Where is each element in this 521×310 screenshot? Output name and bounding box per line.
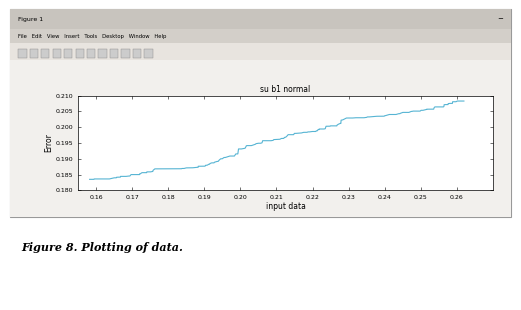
Bar — [98, 49, 107, 58]
Bar — [87, 49, 95, 58]
Bar — [30, 49, 38, 58]
Text: File   Edit   View   Insert   Tools   Desktop   Window   Help: File Edit View Insert Tools Desktop Wind… — [18, 34, 167, 39]
Bar — [76, 49, 84, 58]
Text: Figure 8. Plotting of data.: Figure 8. Plotting of data. — [21, 242, 183, 253]
Bar — [10, 29, 511, 43]
Bar — [10, 43, 511, 60]
Bar — [121, 49, 130, 58]
Bar — [41, 49, 49, 58]
Text: Figure 1: Figure 1 — [18, 17, 43, 22]
X-axis label: input data: input data — [266, 202, 305, 211]
Bar — [53, 49, 61, 58]
Bar — [133, 49, 141, 58]
Y-axis label: Error: Error — [44, 134, 53, 153]
Bar — [10, 9, 511, 217]
Bar — [10, 9, 511, 29]
Bar — [64, 49, 72, 58]
Text: −: − — [497, 16, 503, 22]
Bar — [10, 60, 511, 217]
Bar — [18, 49, 27, 58]
Bar — [144, 49, 153, 58]
Title: su b1 normal: su b1 normal — [260, 85, 311, 94]
Bar — [110, 49, 118, 58]
